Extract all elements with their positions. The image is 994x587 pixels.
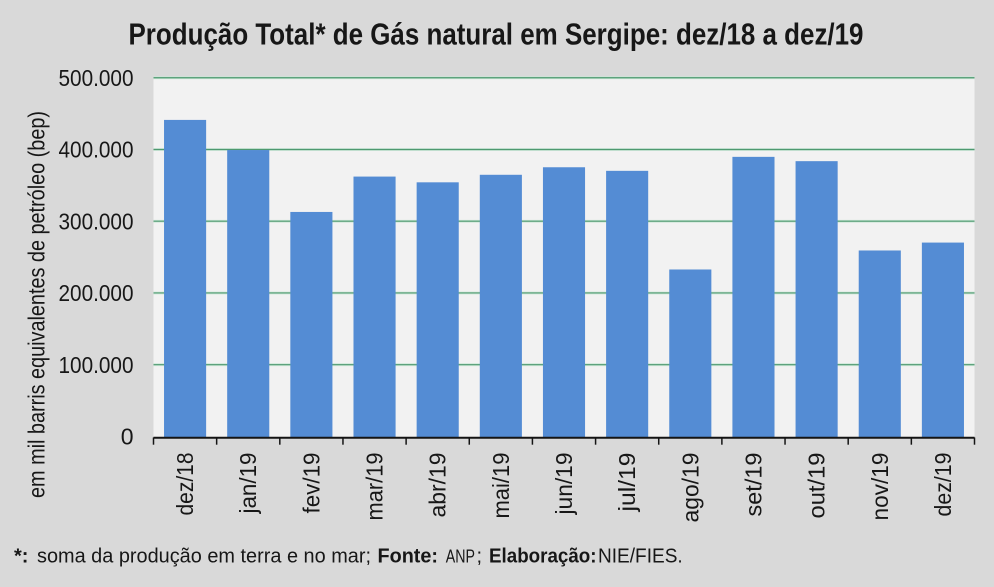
svg-text:set/19: set/19 bbox=[741, 453, 767, 517]
svg-text:out/19: out/19 bbox=[804, 453, 830, 519]
svg-text:Fonte:: Fonte: bbox=[378, 546, 439, 568]
svg-text:300.000: 300.000 bbox=[59, 208, 134, 234]
svg-text:ANP: ANP bbox=[446, 547, 475, 567]
svg-text:NIE/FIES.: NIE/FIES. bbox=[598, 546, 683, 568]
svg-text:100.000: 100.000 bbox=[59, 352, 134, 378]
svg-text:soma da produção em terra e no: soma da produção em terra e no mar; bbox=[37, 546, 371, 568]
svg-text:Elaboração:: Elaboração: bbox=[489, 546, 597, 568]
svg-text:*:: *: bbox=[14, 546, 28, 568]
svg-text:jun/19: jun/19 bbox=[551, 453, 577, 516]
svg-text:400.000: 400.000 bbox=[59, 137, 134, 163]
svg-text:abr/19: abr/19 bbox=[425, 453, 451, 518]
svg-text:ago/19: ago/19 bbox=[677, 453, 703, 523]
svg-text:500.000: 500.000 bbox=[59, 65, 134, 91]
svg-text:nov/19: nov/19 bbox=[867, 453, 893, 521]
svg-text:;: ; bbox=[477, 546, 483, 568]
svg-text:mar/19: mar/19 bbox=[362, 453, 388, 521]
svg-text:fev/19: fev/19 bbox=[298, 453, 324, 514]
svg-text:em mil barris equivalentes de: em mil barris equivalentes de petróleo (… bbox=[24, 111, 50, 498]
svg-text:0: 0 bbox=[121, 424, 134, 450]
svg-text:jul/19: jul/19 bbox=[614, 453, 640, 513]
svg-text:dez/18: dez/18 bbox=[172, 453, 198, 516]
svg-text:dez/19: dez/19 bbox=[930, 453, 956, 517]
svg-text:200.000: 200.000 bbox=[59, 280, 134, 306]
svg-text:jan/19: jan/19 bbox=[235, 453, 261, 515]
svg-text:mai/19: mai/19 bbox=[488, 453, 514, 519]
svg-text:Produção Total* de Gás natural: Produção Total* de Gás natural em Sergip… bbox=[129, 17, 864, 52]
